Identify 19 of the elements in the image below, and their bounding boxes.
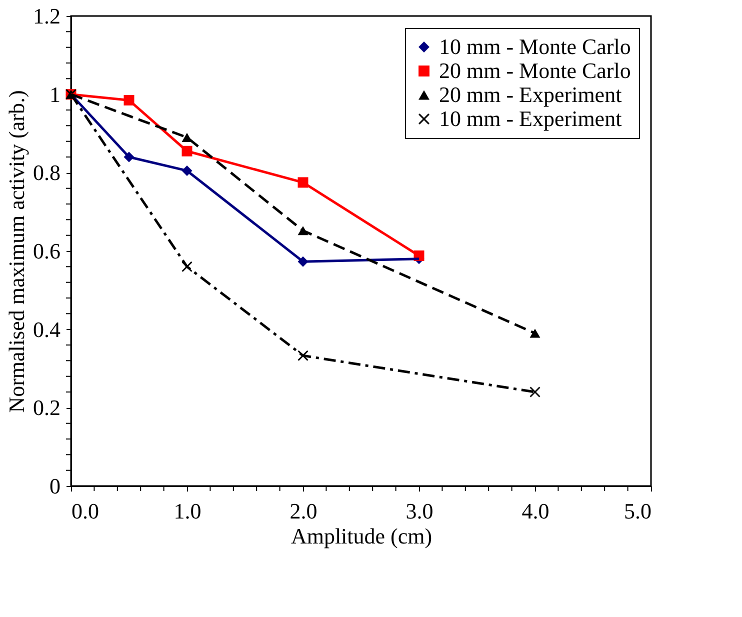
y-axis-title: Normalised maximum activity (arb.): [4, 90, 29, 413]
y-tick-label: 0.4: [33, 316, 60, 342]
y-tick-label: 1: [50, 82, 60, 107]
y-tick-label: 1.2: [33, 4, 60, 28]
x-tick-label: 0.0: [72, 498, 99, 524]
x-tick-label: 3.0: [406, 498, 434, 524]
legend-label: 10 mm - Experiment: [439, 106, 622, 131]
x-tick-label: 5.0: [624, 498, 652, 524]
legend-label: 10 mm - Monte Carlo: [439, 34, 631, 59]
x-tick-label: 4.0: [522, 498, 550, 524]
y-tick-label: 0.2: [33, 395, 60, 420]
x-axis-title: Amplitude (cm): [290, 524, 432, 548]
x-tick-label: 1.0: [174, 498, 202, 524]
legend-label: 20 mm - Experiment: [439, 82, 622, 107]
y-tick-label: 0.8: [33, 160, 60, 186]
legend-label: 20 mm - Monte Carlo: [439, 58, 631, 83]
x-tick-label: 2.0: [290, 498, 318, 524]
y-tick-label: 0: [50, 474, 60, 498]
y-tick-label: 0.6: [33, 238, 60, 264]
